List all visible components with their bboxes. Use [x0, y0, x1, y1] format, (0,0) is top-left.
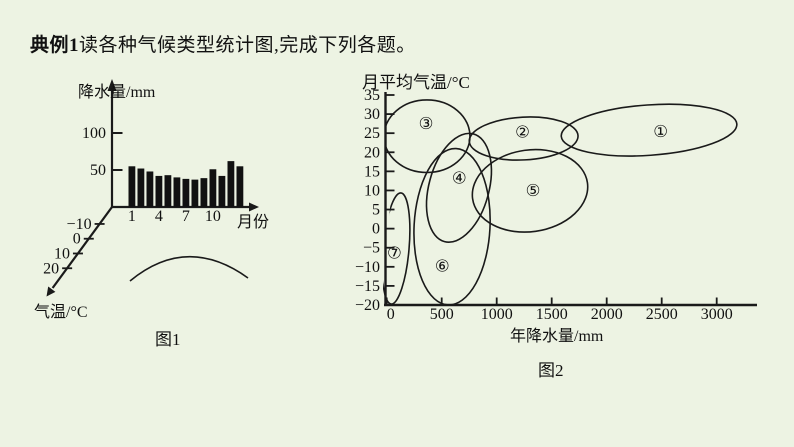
fig1-precip-bar	[218, 175, 226, 207]
fig1-diag-tick-label: −10	[67, 216, 92, 233]
fig1-precip-bar	[209, 169, 217, 207]
fig2-y-tick-label: 0	[372, 221, 380, 238]
fig2-region-label: ②	[515, 123, 530, 142]
fig2-y-tick-label: 5	[372, 202, 380, 219]
fig2-y-tick-label: 30	[364, 106, 380, 123]
fig2-region-label: ①	[653, 122, 668, 141]
fig2-x-tick-label: 2000	[591, 306, 623, 323]
fig1-x-tick-label: 4	[155, 208, 163, 225]
fig2-region-label: ④	[452, 169, 467, 188]
fig1-precip-bar	[236, 166, 244, 207]
fig1-temperature-curve	[129, 255, 249, 282]
fig2-climate-region	[471, 148, 589, 233]
fig1-x-axis-arrow	[249, 202, 259, 212]
fig2-climate-region	[413, 147, 491, 306]
fig2-x-tick-label: 2500	[646, 306, 678, 323]
fig1-precip-bar	[128, 166, 136, 207]
fig1-y-axis-arrow	[107, 79, 117, 91]
fig2-y-tick-label: 25	[364, 125, 380, 142]
fig1-x-tick-label: 7	[182, 208, 190, 225]
fig1-precip-bar	[191, 179, 199, 207]
fig1-y-tick-label: 50	[90, 162, 106, 179]
fig1-diagonal-axis	[51, 206, 113, 289]
fig2-climate-region	[560, 103, 738, 157]
fig1-diag-tick-label: 20	[43, 260, 59, 277]
fig1-precip-bar	[155, 175, 163, 207]
fig1-diagonal-axis-title: 气温/°C	[34, 304, 88, 321]
fig1-caption: 图1	[155, 330, 181, 349]
fig2-y-tick-label: −15	[355, 278, 380, 295]
fig2-y-tick-label: 15	[364, 163, 380, 180]
fig1-y-tick-label: 100	[82, 125, 106, 142]
fig2-region-label: ⑦	[387, 244, 402, 263]
page-title-bold: 典例1	[30, 35, 80, 56]
fig1-precip-bar	[182, 178, 190, 207]
fig2-y-tick-label: −5	[363, 240, 380, 257]
fig1-x-tick-label: 10	[205, 208, 221, 225]
fig2-y-tick-label: 10	[364, 182, 380, 199]
fig1-y-axis-title: 降水量/mm	[78, 84, 156, 101]
fig2-region-label: ⑥	[435, 257, 450, 276]
fig1-x-axis-title: 月份	[237, 214, 270, 231]
fig2-region-label: ⑤	[526, 181, 541, 200]
fig2-x-axis-title: 年降水量/mm	[510, 328, 604, 345]
fig2-x-tick-label: 500	[430, 306, 454, 323]
fig2-y-tick-label: 35	[364, 87, 380, 104]
fig2-x-tick-label: 0	[387, 306, 395, 323]
fig1-x-tick-label: 1	[128, 208, 136, 225]
fig1-precip-bar	[137, 168, 145, 207]
fig1-precip-bar	[227, 161, 235, 207]
fig2-y-tick-label: −20	[355, 297, 380, 314]
fig2-y-axis-title: 月平均气温/°C	[362, 73, 470, 92]
fig1-precip-bar	[146, 171, 154, 207]
fig2-y-tick-label: −10	[355, 259, 380, 276]
page-title-text: 读各种气候类型统计图,完成下列各题。	[79, 35, 416, 56]
fig2-caption: 图2	[538, 361, 564, 380]
fig1-precip-bar	[173, 177, 181, 207]
fig1-diag-tick-label: 0	[73, 231, 81, 248]
page-title: 典例1读各种气候类型统计图,完成下列各题。	[30, 30, 416, 57]
fig1-precip-bar	[164, 175, 172, 207]
fig1-diagonal-axis-arrow	[46, 286, 56, 297]
fig2-region-label: ③	[419, 114, 434, 133]
fig1-precip-bar	[200, 178, 208, 207]
fig2-x-tick-label: 1000	[481, 306, 513, 323]
fig1-diag-tick-label: 10	[54, 245, 70, 262]
fig2-x-tick-label: 1500	[536, 306, 568, 323]
fig2-x-tick-label: 3000	[701, 306, 733, 323]
fig2-y-tick-label: 20	[364, 144, 380, 161]
